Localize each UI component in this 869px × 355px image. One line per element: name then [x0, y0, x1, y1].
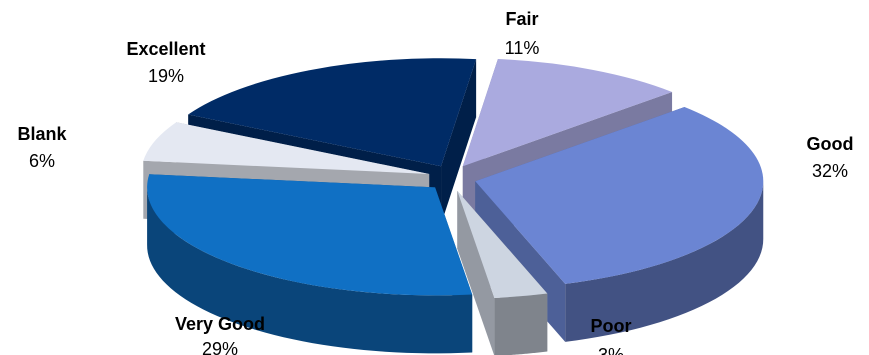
slice-pct-excellent: 19% — [148, 66, 184, 86]
slice-label-blank: Blank — [17, 124, 67, 144]
slice-pct-blank: 6% — [29, 151, 55, 171]
pie-labels: Fair 11% Good 32% Poor 3% Very Good 29% … — [17, 9, 853, 355]
slice-very-good — [147, 174, 473, 354]
pie-slices — [143, 58, 764, 355]
slice-pct-fair: 11% — [505, 38, 540, 58]
slice-pct-very-good: 29% — [202, 339, 238, 355]
slice-top-excellent — [188, 58, 477, 167]
slice-label-very-good: Very Good — [175, 314, 265, 334]
slice-top-poor — [457, 190, 548, 298]
slice-side-very-good — [147, 186, 473, 354]
slice-wall-excellent-1 — [441, 59, 477, 225]
slice-label-excellent: Excellent — [126, 39, 205, 59]
slice-pct-good: 32% — [812, 161, 848, 181]
slice-wall-poor-1 — [457, 190, 495, 355]
slice-top-good — [475, 107, 764, 284]
slice-poor — [457, 190, 548, 355]
slice-side-poor — [494, 293, 548, 355]
slice-top-very-good — [147, 174, 473, 296]
slice-side-good — [565, 180, 764, 342]
slice-top-fair — [462, 59, 673, 167]
slice-top-blank — [143, 122, 430, 174]
slice-label-poor: Poor — [590, 316, 631, 336]
slice-label-good: Good — [807, 134, 854, 154]
slice-label-fair: Fair — [505, 9, 538, 29]
slice-pct-poor: 3% — [598, 345, 624, 355]
